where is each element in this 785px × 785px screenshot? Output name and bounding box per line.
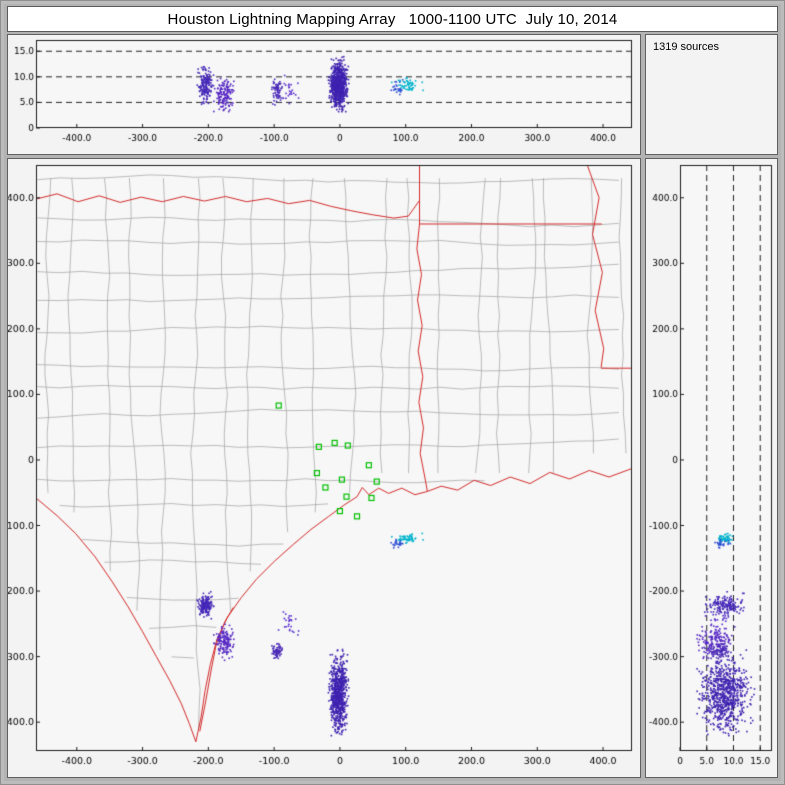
source-count-label: 1319 sources <box>653 41 720 53</box>
ns-altitude-panel <box>645 158 778 778</box>
source-count-panel: 1319 sources <box>645 34 778 155</box>
ew-altitude-plot[interactable] <box>8 35 640 154</box>
ns-altitude-plot[interactable] <box>646 159 777 777</box>
map-panel <box>7 158 641 778</box>
title-bar: Houston Lightning Mapping Array 1000-110… <box>7 6 778 32</box>
window-title: Houston Lightning Mapping Array 1000-110… <box>167 10 618 28</box>
ew-altitude-panel <box>7 34 641 155</box>
map-plot[interactable] <box>8 159 640 777</box>
